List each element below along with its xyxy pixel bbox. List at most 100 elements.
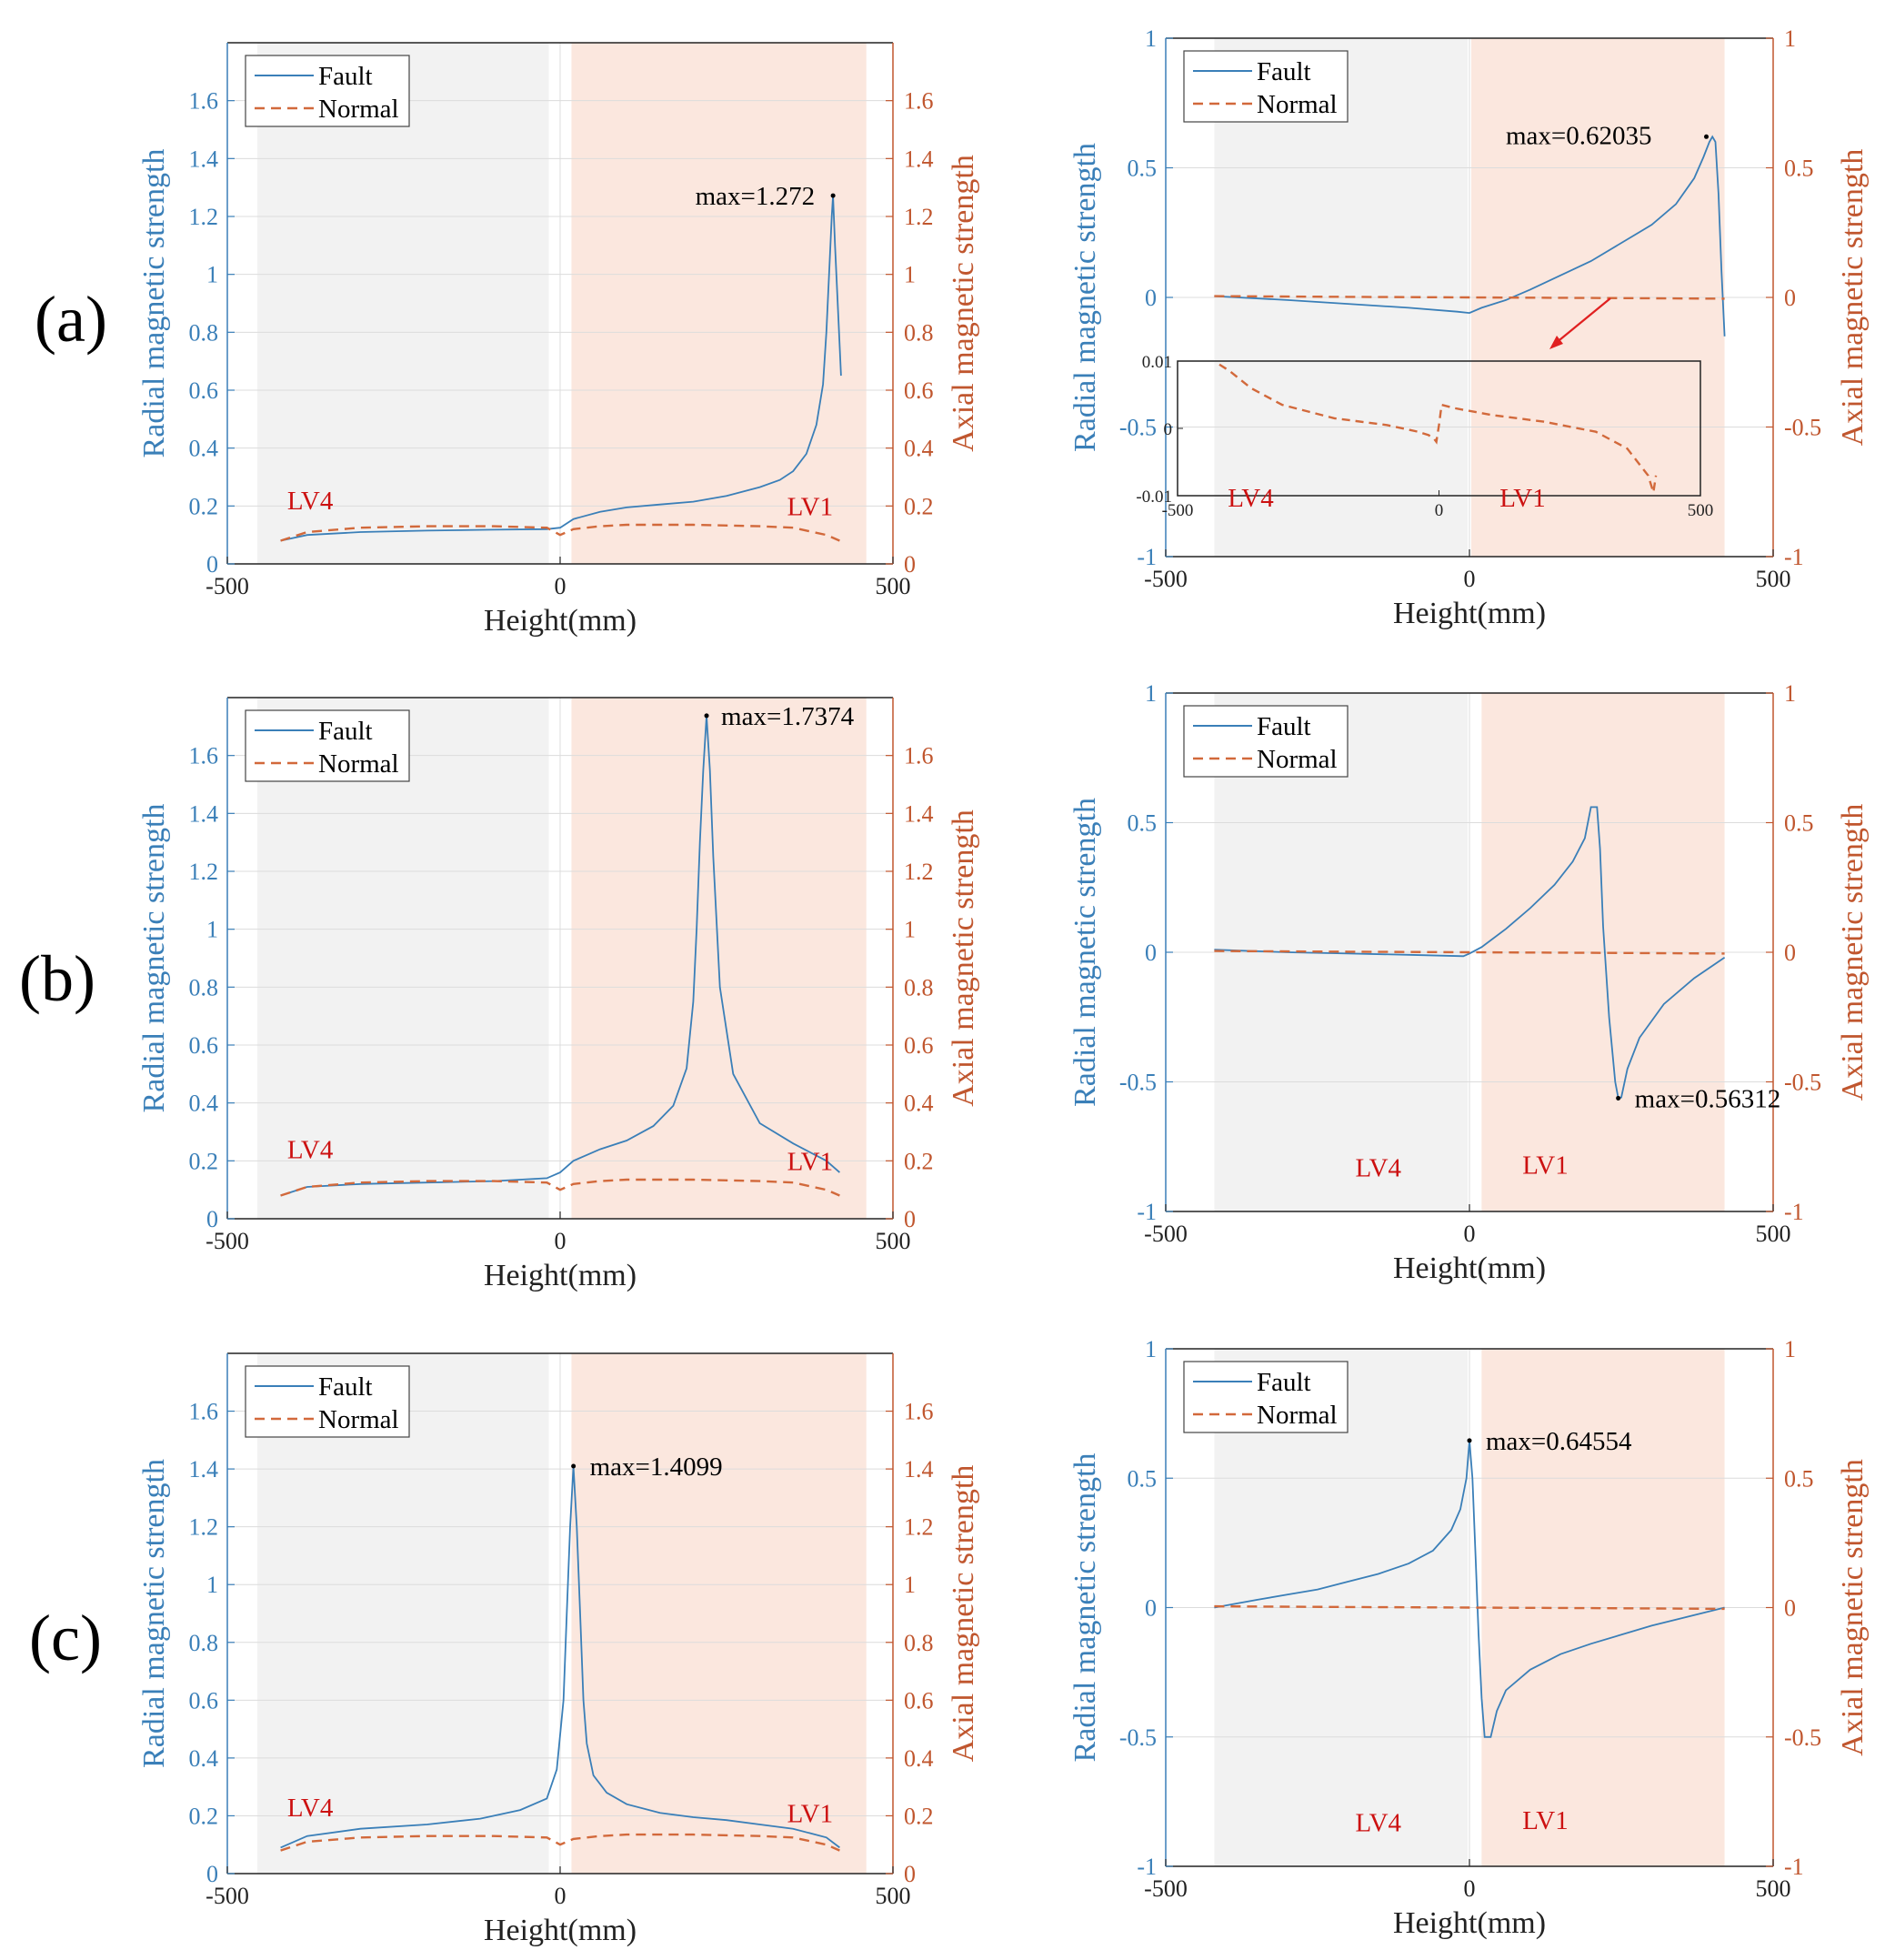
legend-label-fault: Fault <box>318 1372 373 1402</box>
y-axis-title: Radial magnetic strength <box>1068 798 1102 1107</box>
peak-annotation: max=0.62035 <box>1506 121 1652 150</box>
y2-tick-label: 0.4 <box>904 436 934 462</box>
region-label-lv1: LV1 <box>1522 1151 1569 1181</box>
y2-tick-label: 0.2 <box>904 493 934 519</box>
y-tick-label: 0 <box>206 1206 218 1232</box>
y-tick-label: 1.2 <box>189 1514 219 1541</box>
region-label-lv1: LV1 <box>787 1799 834 1828</box>
region-label-lv1: LV1 <box>1522 1806 1569 1835</box>
y2-tick-label: 0 <box>904 1861 916 1887</box>
x-axis-title: Height(mm) <box>1393 597 1546 630</box>
y-tick-label: -1 <box>1137 544 1157 570</box>
peak-marker <box>1616 1095 1621 1101</box>
x-axis-title: Height(mm) <box>484 1259 637 1292</box>
inset-region-label-lv4: LV4 <box>1228 484 1274 513</box>
y2-tick-label: 0.6 <box>904 1687 934 1714</box>
legend-label-normal: Normal <box>318 95 399 124</box>
y2-tick-label: -0.5 <box>1784 415 1821 441</box>
series-normal <box>1214 1604 1725 1611</box>
chart-c-radial: -500 0 50000.20.40.60.811.21.41.600.20.40.… <box>137 1352 980 1947</box>
y-tick-label: -0.5 <box>1119 1070 1157 1096</box>
row-label-a: (a) <box>35 283 107 356</box>
y2-tick-label: 1.2 <box>904 1514 934 1541</box>
y-tick-label: 1 <box>1145 1336 1157 1362</box>
peak-annotation: max=0.56312 <box>1635 1084 1781 1113</box>
y-tick-label: 0.6 <box>189 377 219 404</box>
legend-label-fault: Fault <box>1257 712 1311 741</box>
y2-tick-label: 1.6 <box>904 1399 934 1425</box>
x-tick-label: -500 <box>1144 1221 1188 1247</box>
series-fault <box>280 715 840 1197</box>
y-tick-label: 0.6 <box>189 1032 219 1059</box>
chart-a-axial: -500 0 500-1-0.500.51-1-0.500.51Height(mm)… <box>1068 25 1870 630</box>
x-tick-label: 500 <box>1756 1875 1791 1902</box>
y2-tick-label: 1.6 <box>904 743 934 769</box>
inset-x-tick-label: 0 <box>1435 501 1444 520</box>
y-tick-label: 0.8 <box>189 1630 219 1656</box>
x-tick-label: 500 <box>1756 566 1791 592</box>
inset: -500 0 500 -0.01 0 0.01 LV4 LV1 <box>1136 353 1713 520</box>
x-tick-label: 500 <box>876 1228 911 1254</box>
legend-label-normal: Normal <box>1257 90 1338 119</box>
y-tick-label: 0.5 <box>1128 1465 1158 1492</box>
y2-tick-label: -0.5 <box>1784 1070 1821 1096</box>
x-tick-label: 0 <box>1464 566 1476 592</box>
x-tick-label: -500 <box>206 573 249 599</box>
y2-axis-title: Axial magnetic strength <box>947 155 980 452</box>
y2-axis-title: Axial magnetic strength <box>947 809 980 1107</box>
y-tick-label: 1 <box>1145 680 1157 707</box>
row-label-c: (c) <box>29 1602 102 1674</box>
series-fault <box>280 1465 840 1849</box>
y-tick-label: 0.2 <box>189 493 219 519</box>
y-tick-label: 1 <box>206 917 218 943</box>
series-normal <box>280 1833 840 1852</box>
y-tick-label: 1.4 <box>189 1456 219 1483</box>
y-axis-title: Radial magnetic strength <box>1068 143 1102 452</box>
region-lv4 <box>256 1353 549 1874</box>
legend-label-fault: Fault <box>318 62 373 91</box>
y-tick-label: 0 <box>1145 1595 1157 1622</box>
y2-tick-label: 1.4 <box>904 146 934 172</box>
region-label-lv1: LV1 <box>787 1147 834 1176</box>
y2-tick-label: 1 <box>1784 25 1796 52</box>
legend-box <box>245 55 410 127</box>
x-tick-label: 0 <box>555 573 567 599</box>
y-axis-title: Radial magnetic strength <box>137 804 171 1113</box>
y-tick-label: 1.2 <box>189 859 219 885</box>
y2-tick-label: 1 <box>1784 680 1796 707</box>
y2-tick-label: 1 <box>904 1572 916 1598</box>
peak-annotation: max=0.64554 <box>1486 1427 1632 1456</box>
y-tick-label: 1 <box>1145 25 1157 52</box>
x-tick-label: -500 <box>1144 566 1188 592</box>
y2-tick-label: 1.4 <box>904 800 934 827</box>
region-lv1 <box>571 1353 867 1874</box>
y2-axis-title: Axial magnetic strength <box>1836 1459 1870 1756</box>
y-tick-label: -1 <box>1137 1199 1157 1225</box>
y-tick-label: 1 <box>206 262 218 288</box>
y2-tick-label: 0.8 <box>904 1630 934 1656</box>
y2-tick-label: 0 <box>904 1206 916 1232</box>
y-tick-label: 1.6 <box>189 743 219 769</box>
inset-region-label-lv1: LV1 <box>1499 484 1546 513</box>
series-normal <box>1214 295 1725 300</box>
y-tick-label: 0.6 <box>189 1687 219 1714</box>
y-tick-label: 0.4 <box>189 1745 219 1772</box>
y2-tick-label: 0 <box>1784 285 1796 311</box>
legend-label-fault: Fault <box>318 717 373 746</box>
x-axis-title: Height(mm) <box>484 604 637 638</box>
y2-axis-title: Axial magnetic strength <box>947 1465 980 1763</box>
peak-marker <box>1467 1438 1472 1443</box>
inset-y-tick-label: 0.01 <box>1142 353 1172 372</box>
chart-c-axial: -500 0 500-1-0.500.51-1-0.500.51Height(mm)… <box>1068 1336 1870 1940</box>
y2-tick-label: -1 <box>1784 1854 1804 1880</box>
y2-tick-label: -1 <box>1784 544 1804 570</box>
legend-box <box>245 1365 410 1438</box>
y-tick-label: -0.5 <box>1119 1724 1157 1751</box>
x-tick-label: 0 <box>1464 1875 1476 1902</box>
inset-pointer-arrow <box>1554 297 1611 345</box>
y2-axis-title: Axial magnetic strength <box>1836 149 1870 447</box>
y-axis-title: Radial magnetic strength <box>1068 1453 1102 1763</box>
y-tick-label: 0.4 <box>189 1091 219 1117</box>
peak-marker <box>1704 134 1710 139</box>
